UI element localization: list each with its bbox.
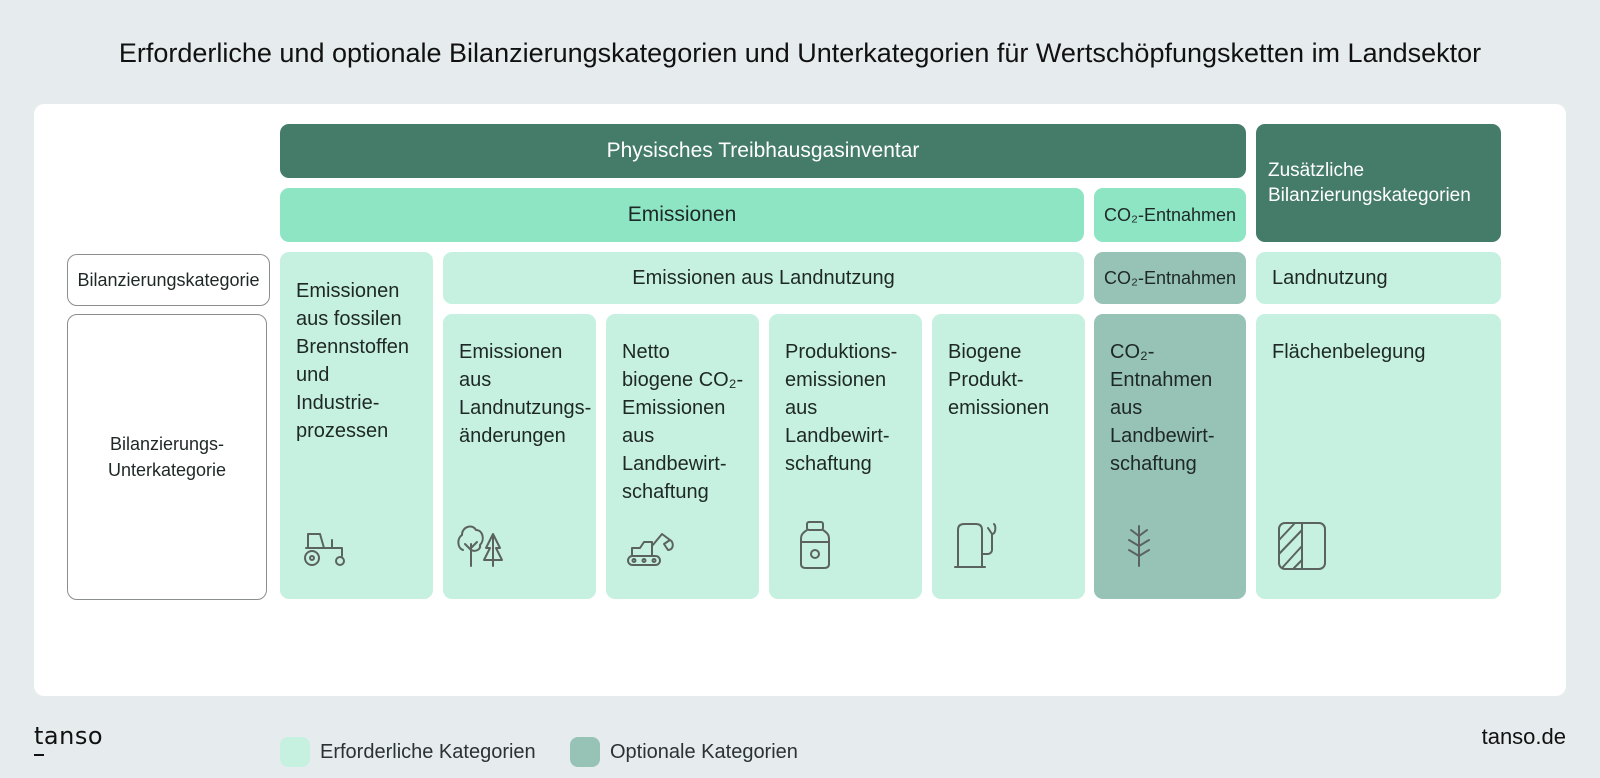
subcategory-removals: CO₂- Entnahmen aus Landbewirt- schaftung	[1094, 314, 1246, 599]
legend-required-label: Erforderliche Kategorien	[320, 740, 536, 763]
page-title: Erforderliche und optionale Bilanzierung…	[118, 38, 1482, 68]
land-area-icon	[1276, 520, 1328, 572]
legend-required-swatch	[280, 737, 310, 767]
diagram-panel: Physisches Treibhausgasinventar Zusätzli…	[34, 104, 1566, 767]
footer-url[interactable]: tanso.de	[1481, 724, 1566, 749]
legend-optional-label: Optionale Kategorien	[610, 740, 798, 763]
legend-optional-swatch	[570, 737, 600, 767]
excavator-icon	[626, 520, 678, 572]
subcategory-land-use-change-label: Emissionen aus Landnutzungs- änderungen	[459, 341, 592, 447]
row-label-subcategory: Bilanzierungs- Unterkategorie	[67, 314, 267, 600]
row-label-category: Bilanzierungskategorie	[67, 254, 270, 306]
category-land-use-emissions: Emissionen aus Landnutzung	[443, 252, 1084, 304]
subcategory-net-biogenic: Netto biogene CO₂- Emissionen aus Landbe…	[606, 314, 759, 599]
subcategory-biogenic-product-label: Biogene Produkt- emissionen	[948, 341, 1050, 419]
inventory-header: Physisches Treibhausgasinventar	[280, 124, 1246, 178]
tractor-icon	[300, 520, 352, 572]
trees-icon	[455, 520, 507, 572]
category-land-use: Landnutzung	[1256, 252, 1501, 304]
subcategory-land-occupation: Flächenbelegung	[1256, 314, 1501, 599]
subcategory-fossil-label: Emissionen aus fossilen Brennstoffen und…	[296, 280, 410, 442]
subcategory-production-emissions: Produktions- emissionen aus Landbewirt- …	[769, 314, 922, 599]
legend-required: Erforderliche Kategorien	[280, 737, 536, 767]
jar-icon	[789, 520, 841, 572]
logo-text: tanso	[34, 722, 104, 750]
subcategory-land-occupation-label: Flächenbelegung	[1272, 341, 1426, 363]
subcategory-fossil: Emissionen aus fossilen Brennstoffen und…	[280, 252, 433, 599]
tanso-logo[interactable]: tanso	[34, 722, 104, 756]
emissions-header: Emissionen	[280, 188, 1084, 242]
plant-sprout-icon	[1113, 520, 1165, 572]
logo-underline	[34, 754, 44, 756]
subcategory-net-biogenic-label: Netto biogene CO₂- Emissionen aus Landbe…	[622, 341, 744, 503]
additional-categories-header: Zusätzliche Bilanzierungskategorien	[1256, 124, 1501, 242]
subcategory-production-emissions-label: Produktions- emissionen aus Landbewirt- …	[785, 341, 898, 475]
category-removals: CO₂-Entnahmen	[1094, 252, 1246, 304]
subcategory-biogenic-product: Biogene Produkt- emissionen	[932, 314, 1085, 599]
legend-optional: Optionale Kategorien	[570, 737, 798, 767]
subcategory-removals-label: CO₂- Entnahmen aus Landbewirt- schaftung	[1110, 341, 1215, 475]
subcategory-land-use-change: Emissionen aus Landnutzungs- änderungen	[443, 314, 596, 599]
fuel-pump-icon	[952, 520, 1004, 572]
removals-header: CO₂-Entnahmen	[1094, 188, 1246, 242]
